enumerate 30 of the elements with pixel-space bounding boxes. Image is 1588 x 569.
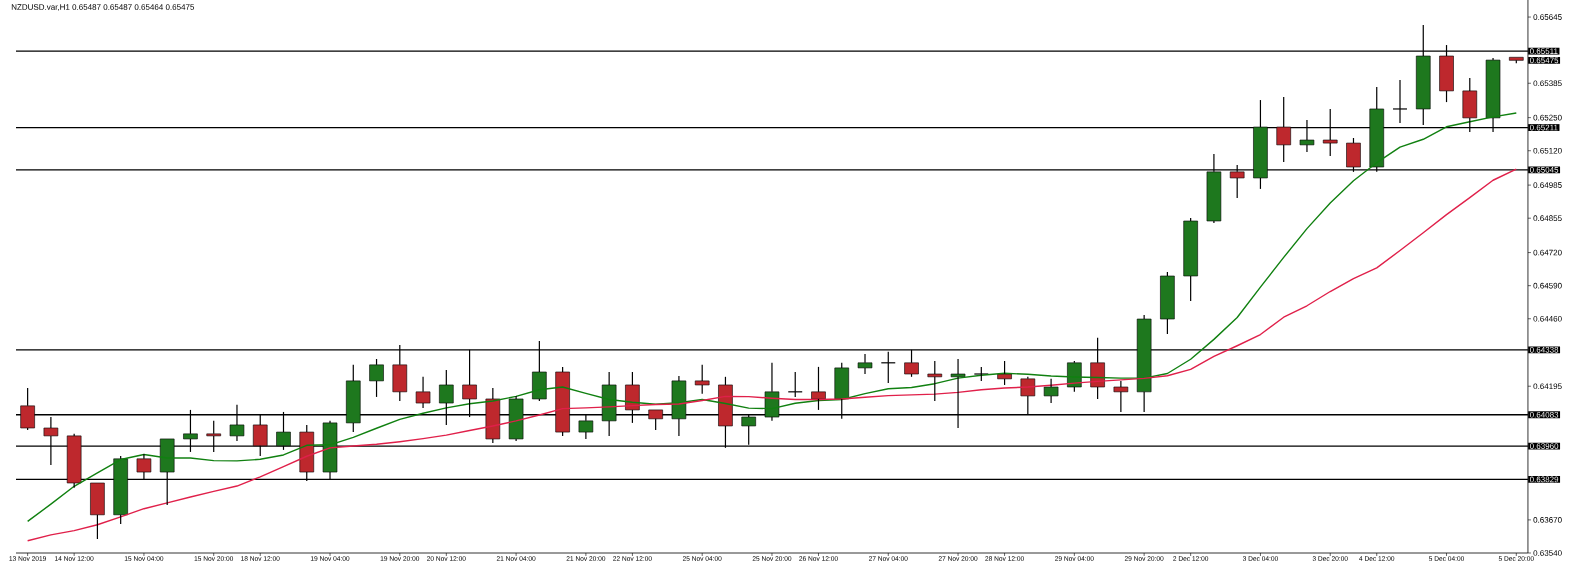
y-tick-label: 0.65250 xyxy=(1533,114,1562,121)
ref-line-label: 0.63829 xyxy=(1529,476,1559,483)
candlestick xyxy=(1392,79,1408,124)
line-series xyxy=(26,112,1517,523)
y-tick-label: 0.63540 xyxy=(1533,550,1562,556)
text: 0.65475 xyxy=(1529,57,1559,64)
y-tick-label: 0.65645 xyxy=(1533,14,1562,20)
candlestick xyxy=(857,353,873,375)
ref-line-label: 0.63960 xyxy=(1529,443,1559,449)
y-tick-label: 0.65385 xyxy=(1533,80,1562,87)
ref-line-label: 0.64338 xyxy=(1529,346,1559,353)
y-tick-label: 0.64720 xyxy=(1533,249,1562,256)
ref-line-label: 0.65045 xyxy=(1529,166,1559,173)
candlestick xyxy=(1113,380,1129,413)
chart-title: NZDUSD.var,H1 0.65487 0.65487 0.65464 0.65475 xyxy=(11,4,195,11)
y-tick-label: 0.64855 xyxy=(1533,215,1562,222)
y-tick-label: 0.63670 xyxy=(1533,517,1562,523)
ref-line-label: 0.65511 xyxy=(1529,48,1558,54)
y-tick-label: 0.64460 xyxy=(1533,315,1562,322)
candlestick xyxy=(1509,56,1524,64)
y-tick-label: 0.64590 xyxy=(1533,282,1562,289)
ref-line-label: 0.65211 xyxy=(1529,124,1558,131)
y-tick-label: 0.64985 xyxy=(1533,182,1562,188)
ref-line-label: 0.64083 xyxy=(1529,411,1559,418)
candlestick xyxy=(415,376,431,409)
y-tick-label: 0.65120 xyxy=(1533,147,1562,154)
line-series xyxy=(26,168,1517,542)
candlestick xyxy=(90,482,105,540)
y-tick-label: 0.64195 xyxy=(1533,383,1562,390)
candlestick xyxy=(1043,378,1059,404)
